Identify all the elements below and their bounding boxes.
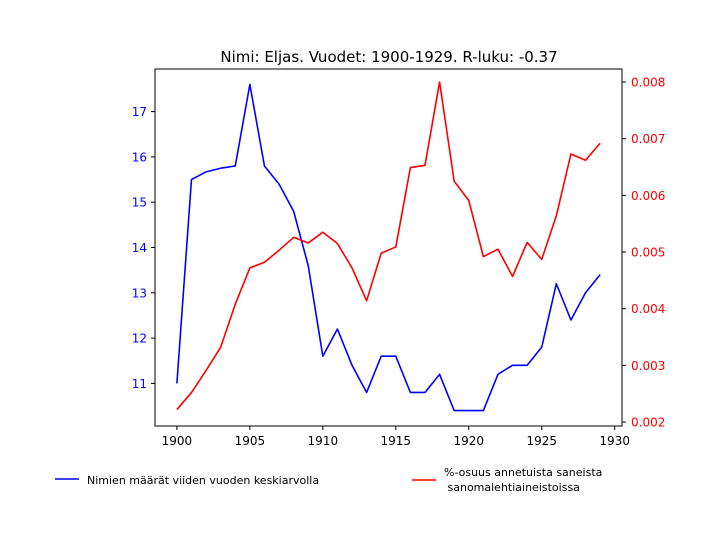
series-line-1 — [176, 81, 601, 411]
y-right-tick-label: 0.007 — [631, 132, 665, 146]
x-tick-label: 1900 — [162, 434, 193, 448]
y-left-tick-label: 15 — [132, 196, 147, 210]
y-right-tick-label: 0.003 — [631, 359, 665, 373]
legend-label-names-count: Nimien määrät viiden vuoden keskiarvolla — [87, 474, 319, 487]
y-left-tick-label: 14 — [132, 241, 147, 255]
y-right-tick-label: 0.006 — [631, 189, 665, 203]
chart-title: Nimi: Eljas. Vuodet: 1900-1929. R-luku: … — [220, 48, 557, 66]
y-left-tick-label: 13 — [132, 286, 147, 300]
x-tick-label: 1910 — [308, 434, 339, 448]
y-left-tick-label: 12 — [132, 332, 147, 346]
x-tick-label: 1925 — [526, 434, 557, 448]
y-right-tick-label: 0.008 — [631, 76, 665, 90]
y-left-tick-label: 16 — [132, 150, 147, 164]
series-line-0 — [176, 83, 601, 412]
y-right-tick-label: 0.002 — [631, 416, 665, 430]
y-axis-left: 11 12 13 14 15 16 17 — [132, 105, 155, 391]
y-left-tick-label: 11 — [132, 377, 147, 391]
x-tick-label: 1905 — [235, 434, 266, 448]
plot-frame — [154, 68, 623, 427]
y-right-tick-label: 0.004 — [631, 302, 665, 316]
legend: Nimien määrät viiden vuoden keskiarvolla… — [55, 466, 602, 494]
x-tick-label: 1915 — [381, 434, 412, 448]
x-axis: 1900 1905 1910 1915 1920 1925 1930 — [162, 426, 630, 448]
x-tick-label: 1930 — [599, 434, 630, 448]
legend-label-token-share: %-osuus annetuista saneista sanomalehtia… — [444, 466, 602, 494]
y-left-tick-label: 17 — [132, 105, 147, 119]
series-layer — [176, 81, 601, 412]
x-tick-label: 1920 — [453, 434, 484, 448]
y-axis-right: 0.002 0.003 0.004 0.005 0.006 0.007 0.008 — [622, 76, 665, 430]
y-right-tick-label: 0.005 — [631, 246, 665, 260]
